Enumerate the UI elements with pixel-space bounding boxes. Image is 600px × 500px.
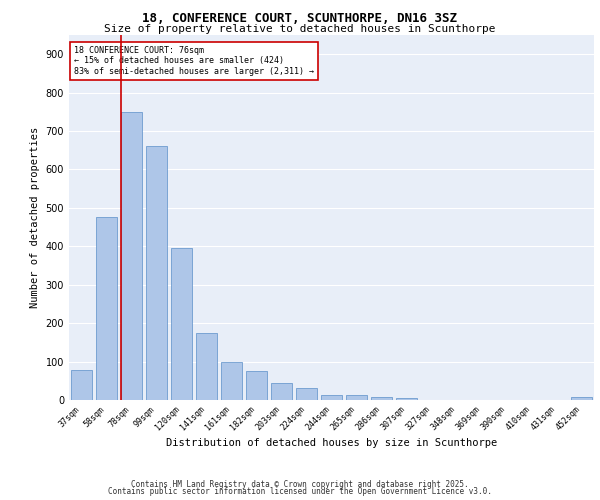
Text: Size of property relative to detached houses in Scunthorpe: Size of property relative to detached ho… (104, 24, 496, 34)
Bar (96, 216, 117, 400)
Text: Contains public sector information licensed under the Open Government Licence v3: Contains public sector information licen… (108, 487, 492, 496)
Text: 18 CONFERENCE COURT: 76sqm
← 15% of detached houses are smaller (424)
83% of sem: 18 CONFERENCE COURT: 76sqm ← 15% of deta… (74, 46, 314, 76)
Bar (71, 370, 92, 400)
Bar (246, 371, 267, 400)
Bar (171, 248, 192, 400)
Y-axis label: Number of detached properties: Number of detached properties (30, 127, 40, 308)
Bar (346, 395, 367, 400)
Bar (371, 397, 392, 400)
Bar (221, 362, 242, 400)
Bar (396, 398, 417, 400)
Bar (196, 333, 217, 400)
Bar (146, 146, 167, 400)
Text: 18, CONFERENCE COURT, SCUNTHORPE, DN16 3SZ: 18, CONFERENCE COURT, SCUNTHORPE, DN16 3… (143, 12, 458, 26)
Bar (296, 388, 317, 400)
Text: Contains HM Land Registry data © Crown copyright and database right 2025.: Contains HM Land Registry data © Crown c… (131, 480, 469, 489)
X-axis label: Distribution of detached houses by size in Scunthorpe: Distribution of detached houses by size … (166, 438, 497, 448)
Bar (321, 395, 342, 400)
Bar (571, 397, 592, 400)
Bar (271, 382, 292, 400)
Bar (121, 112, 142, 400)
